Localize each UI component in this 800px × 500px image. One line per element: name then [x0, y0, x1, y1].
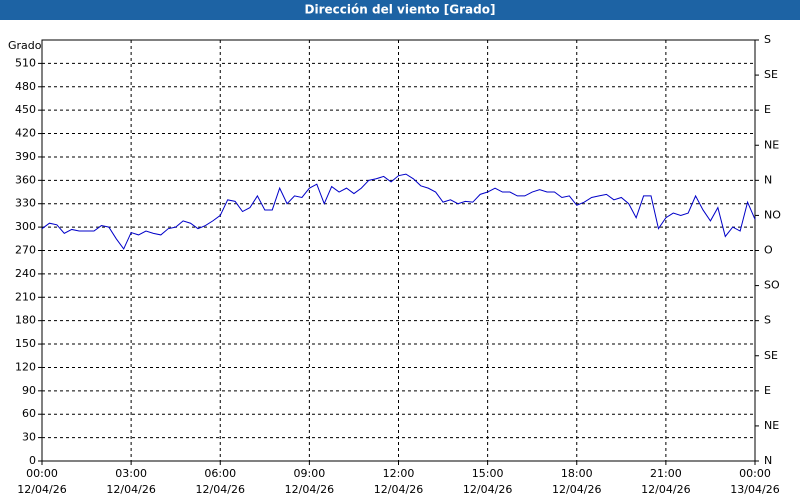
y-tick-label: 30 [22, 431, 36, 444]
y2-tick-label: SO [764, 279, 780, 292]
y-tick-label: 210 [15, 290, 36, 303]
y-tick-label: 480 [15, 80, 36, 93]
y2-tick-label: S [764, 33, 771, 46]
x-tick-label: 12/04/26 [106, 483, 155, 496]
y2-tick-label: SE [764, 68, 778, 81]
y-tick-label: 330 [15, 197, 36, 210]
x-tick-label: 15:00 [472, 467, 504, 480]
x-tick-label: 09:00 [294, 467, 326, 480]
y2-tick-label: N [764, 173, 772, 186]
window-title: Dirección del viento [Grado] [305, 3, 496, 17]
x-tick-label: 12/04/26 [641, 483, 690, 496]
y-axis-label: Grado [8, 39, 42, 52]
x-tick-label: 12/04/26 [463, 483, 512, 496]
y-tick-label: 0 [29, 454, 36, 467]
x-tick-label: 13/04/26 [730, 483, 779, 496]
y2-tick-label: NE [764, 419, 779, 432]
title-bar [0, 0, 800, 20]
y-tick-label: 270 [15, 244, 36, 257]
y2-tick-label: SE [764, 349, 778, 362]
y-tick-label: 300 [15, 220, 36, 233]
y-tick-label: 420 [15, 127, 36, 140]
x-tick-label: 12:00 [383, 467, 415, 480]
x-tick-label: 03:00 [115, 467, 147, 480]
x-tick-label: 21:00 [650, 467, 682, 480]
y-tick-label: 450 [15, 103, 36, 116]
y-tick-label: 510 [15, 56, 36, 69]
y2-tick-label: NO [764, 208, 781, 221]
y-tick-label: 390 [15, 150, 36, 163]
x-tick-label: 12/04/26 [196, 483, 245, 496]
y2-tick-label: NE [764, 138, 779, 151]
y-tick-label: 360 [15, 173, 36, 186]
y2-tick-label: E [764, 103, 771, 116]
x-tick-label: 12/04/26 [374, 483, 423, 496]
y-tick-label: 60 [22, 407, 36, 420]
x-tick-label: 18:00 [561, 467, 593, 480]
y-tick-label: 180 [15, 314, 36, 327]
y-tick-label: 240 [15, 267, 36, 280]
y-tick-label: 90 [22, 384, 36, 397]
y-tick-label: 120 [15, 360, 36, 373]
x-tick-label: 12/04/26 [285, 483, 334, 496]
y2-tick-label: N [764, 454, 772, 467]
x-tick-label: 00:00 [739, 467, 771, 480]
y2-tick-label: O [764, 244, 773, 257]
y-tick-label: 150 [15, 337, 36, 350]
y2-tick-label: E [764, 384, 771, 397]
x-tick-label: 12/04/26 [552, 483, 601, 496]
data-line [41, 173, 756, 250]
x-tick-label: 00:00 [26, 467, 58, 480]
x-tick-label: 12/04/26 [17, 483, 66, 496]
x-tick-label: 06:00 [204, 467, 236, 480]
y2-tick-label: S [764, 314, 771, 327]
